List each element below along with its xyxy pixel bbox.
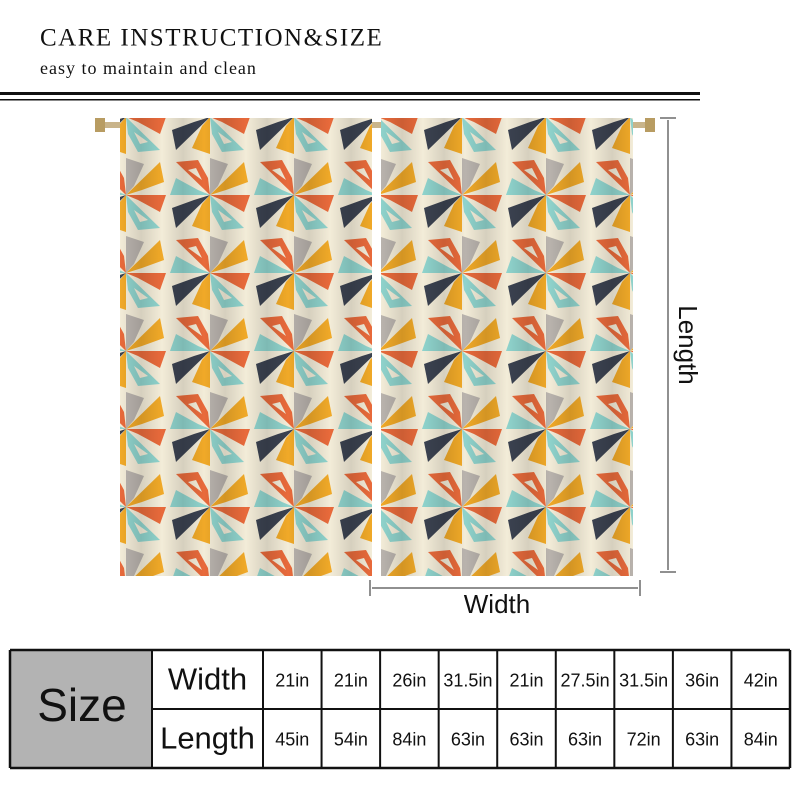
cell-value: 21in (334, 670, 368, 690)
size-label: Size (37, 679, 126, 731)
size-table: Size Width 21in 21in 26in 31.5in 21in 27.5in 31… (8, 648, 792, 770)
curtain-folds (120, 118, 372, 576)
cell-value: 63in (568, 729, 602, 749)
width-label: Width (464, 589, 530, 619)
cell-value: 21in (509, 670, 543, 690)
rod-end (645, 118, 655, 132)
cell-value: 21in (275, 670, 309, 690)
size-cell (10, 650, 152, 768)
curtain-rod (95, 122, 655, 128)
row-label: Length (160, 721, 255, 756)
cell-value: 84in (392, 729, 426, 749)
divider (0, 99, 700, 101)
cell-value: 31.5in (443, 670, 492, 690)
cell-value: 45in (275, 729, 309, 749)
cell-value: 63in (451, 729, 485, 749)
cell-value: 63in (509, 729, 543, 749)
title: CARE INSTRUCTION&SIZE (40, 25, 383, 52)
row-label: Width (168, 662, 247, 697)
cell-value: 72in (627, 729, 661, 749)
cell-value: 54in (334, 729, 368, 749)
length-label: Length (673, 305, 703, 385)
cell-value: 31.5in (619, 670, 668, 690)
cell-value: 27.5in (561, 670, 610, 690)
divider (0, 92, 700, 95)
cell-value: 63in (685, 729, 719, 749)
cell-value: 42in (744, 670, 778, 690)
rod-end (95, 118, 105, 132)
curtain-folds (381, 118, 633, 576)
subtitle: easy to maintain and clean (40, 58, 257, 78)
cell-value: 26in (392, 670, 426, 690)
cell-value: 84in (744, 729, 778, 749)
cell-value: 36in (685, 670, 719, 690)
